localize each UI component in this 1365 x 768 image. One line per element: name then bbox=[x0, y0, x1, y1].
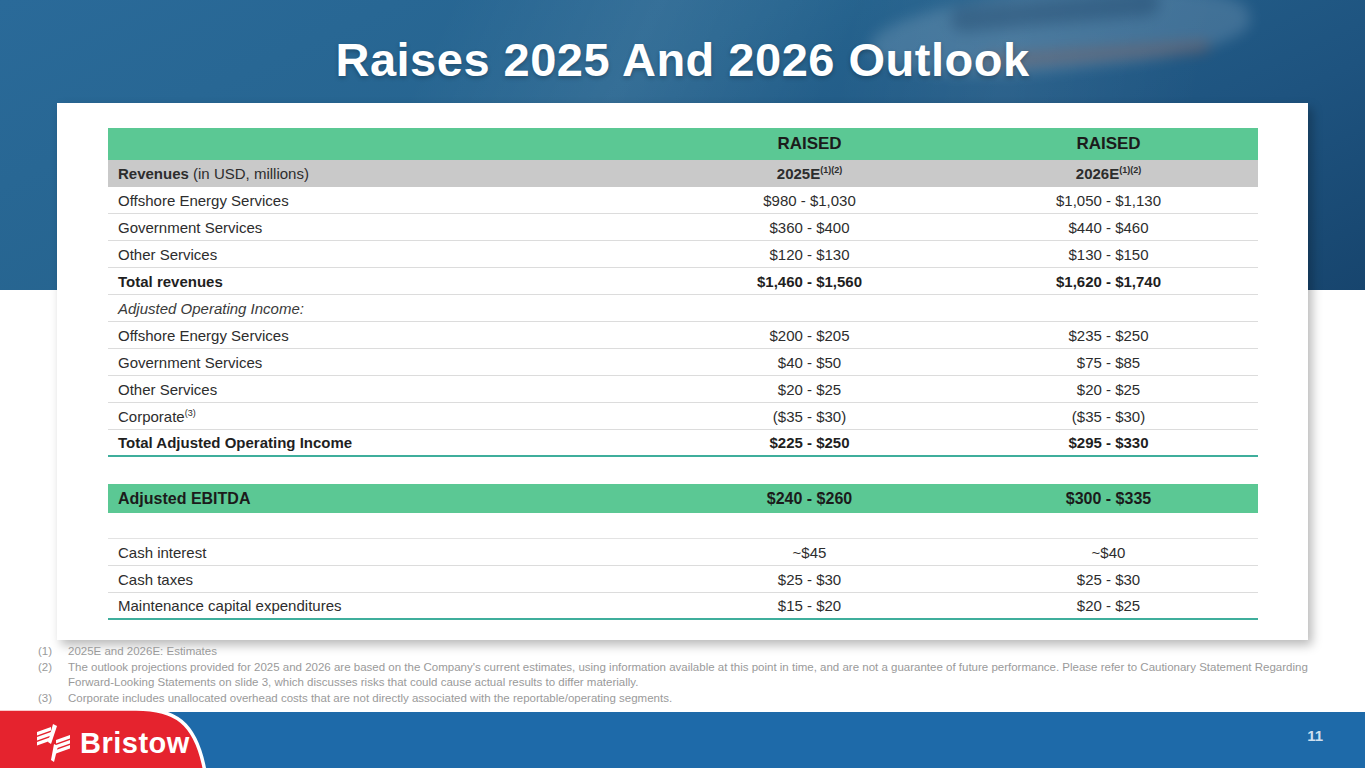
footnote-number: (1) bbox=[38, 644, 62, 659]
row-value-2025: $980 - $1,030 bbox=[660, 192, 959, 209]
row-value-2025: $225 - $250 bbox=[660, 434, 959, 451]
row-label: Offshore Energy Services bbox=[108, 192, 660, 209]
footnote-number: (2) bbox=[38, 660, 62, 690]
revenues-label: Revenues (in USD, millions) bbox=[108, 165, 660, 182]
table-row: Cash interest~$45~$40 bbox=[108, 539, 1258, 566]
row-value-2025: $15 - $20 bbox=[660, 597, 959, 614]
table-row: Offshore Energy Services$980 - $1,030$1,… bbox=[108, 187, 1258, 214]
outlook-table: RAISED RAISED Revenues (in USD, millions… bbox=[108, 128, 1258, 620]
footnotes: (1)2025E and 2026E: Estimates(2)The outl… bbox=[38, 644, 1328, 707]
row-label: Corporate(3) bbox=[108, 408, 660, 425]
row-value-2026: $1,620 - $1,740 bbox=[959, 273, 1258, 290]
row-label: Government Services bbox=[108, 354, 660, 371]
row-label: Cash taxes bbox=[108, 571, 660, 588]
table-row: Cash taxes$25 - $30$25 - $30 bbox=[108, 566, 1258, 593]
row-value-2026: $20 - $25 bbox=[959, 381, 1258, 398]
row-value-2025: ~$45 bbox=[660, 544, 959, 561]
row-label: Total Adjusted Operating Income bbox=[108, 434, 660, 451]
table-row: Other Services$20 - $25$20 - $25 bbox=[108, 376, 1258, 403]
row-value-2025: $200 - $205 bbox=[660, 327, 959, 344]
row-value-2025: $25 - $30 bbox=[660, 571, 959, 588]
footnote-marker: (1)(2) bbox=[1119, 165, 1141, 175]
year-2025: 2025E bbox=[777, 165, 820, 182]
row-value-2026: $25 - $30 bbox=[959, 571, 1258, 588]
table-row: Maintenance capital expenditures$15 - $2… bbox=[108, 593, 1258, 620]
table-row: Total Adjusted Operating Income$225 - $2… bbox=[108, 430, 1258, 457]
column-2025-label: 2025E(1)(2) bbox=[660, 165, 959, 182]
footnote-marker: (3) bbox=[185, 408, 196, 418]
row-label: Maintenance capital expenditures bbox=[108, 597, 660, 614]
row-value-2026: $235 - $250 bbox=[959, 327, 1258, 344]
table-row: Government Services$360 - $400$440 - $46… bbox=[108, 214, 1258, 241]
row-label: Offshore Energy Services bbox=[108, 327, 660, 344]
raised-2026-header: RAISED bbox=[959, 134, 1258, 154]
brand-wordmark: Bristow bbox=[80, 727, 190, 760]
row-label: Other Services bbox=[108, 246, 660, 263]
row-value-2025: ($35 - $30) bbox=[660, 408, 959, 425]
footnote-text: Corporate includes unallocated overhead … bbox=[62, 691, 1328, 706]
revenues-subheader-row: Revenues (in USD, millions) 2025E(1)(2) … bbox=[108, 160, 1258, 187]
row-label: Adjusted Operating Income: bbox=[108, 300, 660, 317]
table-row: Adjusted Operating Income: bbox=[108, 295, 1258, 322]
row-value-2026: ($35 - $30) bbox=[959, 408, 1258, 425]
row-value-2026: $130 - $150 bbox=[959, 246, 1258, 263]
table-row: Corporate(3)($35 - $30)($35 - $30) bbox=[108, 403, 1258, 430]
table-header-row: RAISED RAISED bbox=[108, 128, 1258, 160]
revenues-label-main: Revenues bbox=[118, 165, 189, 182]
footnote: (2)The outlook projections provided for … bbox=[38, 660, 1328, 690]
footnote-text: The outlook projections provided for 202… bbox=[62, 660, 1328, 690]
slide-card: RAISED RAISED Revenues (in USD, millions… bbox=[57, 103, 1308, 640]
row-value-2026: $75 - $85 bbox=[959, 354, 1258, 371]
table-row: Adjusted EBITDA$240 - $260$300 - $335 bbox=[108, 484, 1258, 513]
page-title: Raises 2025 And 2026 Outlook bbox=[0, 32, 1365, 87]
row-label: Government Services bbox=[108, 219, 660, 236]
footnote: (3)Corporate includes unallocated overhe… bbox=[38, 691, 1328, 706]
row-value-2026: $295 - $330 bbox=[959, 434, 1258, 451]
row-value-2025: $20 - $25 bbox=[660, 381, 959, 398]
row-value-2025: $240 - $260 bbox=[660, 490, 959, 508]
bristow-rotor-icon bbox=[36, 722, 72, 764]
row-value-2026: $300 - $335 bbox=[959, 490, 1258, 508]
table-row: Offshore Energy Services$200 - $205$235 … bbox=[108, 322, 1258, 349]
table-row: Government Services$40 - $50$75 - $85 bbox=[108, 349, 1258, 376]
row-label: Cash interest bbox=[108, 544, 660, 561]
row-label: Other Services bbox=[108, 381, 660, 398]
footnote-number: (3) bbox=[38, 691, 62, 706]
table-row: Total revenues$1,460 - $1,560$1,620 - $1… bbox=[108, 268, 1258, 295]
row-value-2025: $360 - $400 bbox=[660, 219, 959, 236]
page-number: 11 bbox=[1307, 727, 1323, 744]
table-row bbox=[108, 457, 1258, 484]
table-row bbox=[108, 513, 1258, 539]
row-value-2026: $1,050 - $1,130 bbox=[959, 192, 1258, 209]
column-2026-label: 2026E(1)(2) bbox=[959, 165, 1258, 182]
footnote-text: 2025E and 2026E: Estimates bbox=[62, 644, 1328, 659]
footnote-marker: (1)(2) bbox=[820, 165, 842, 175]
row-value-2025: $40 - $50 bbox=[660, 354, 959, 371]
row-value-2026: $20 - $25 bbox=[959, 597, 1258, 614]
row-label: Adjusted EBITDA bbox=[108, 490, 660, 508]
footnote: (1)2025E and 2026E: Estimates bbox=[38, 644, 1328, 659]
bristow-logo: Bristow bbox=[36, 722, 190, 764]
row-value-2026: $440 - $460 bbox=[959, 219, 1258, 236]
row-label: Total revenues bbox=[108, 273, 660, 290]
row-value-2025: $120 - $130 bbox=[660, 246, 959, 263]
row-value-2025: $1,460 - $1,560 bbox=[660, 273, 959, 290]
row-value-2026: ~$40 bbox=[959, 544, 1258, 561]
year-2026: 2026E bbox=[1076, 165, 1119, 182]
revenues-label-note: (in USD, millions) bbox=[189, 165, 309, 182]
table-row: Other Services$120 - $130$130 - $150 bbox=[108, 241, 1258, 268]
raised-2025-header: RAISED bbox=[660, 134, 959, 154]
